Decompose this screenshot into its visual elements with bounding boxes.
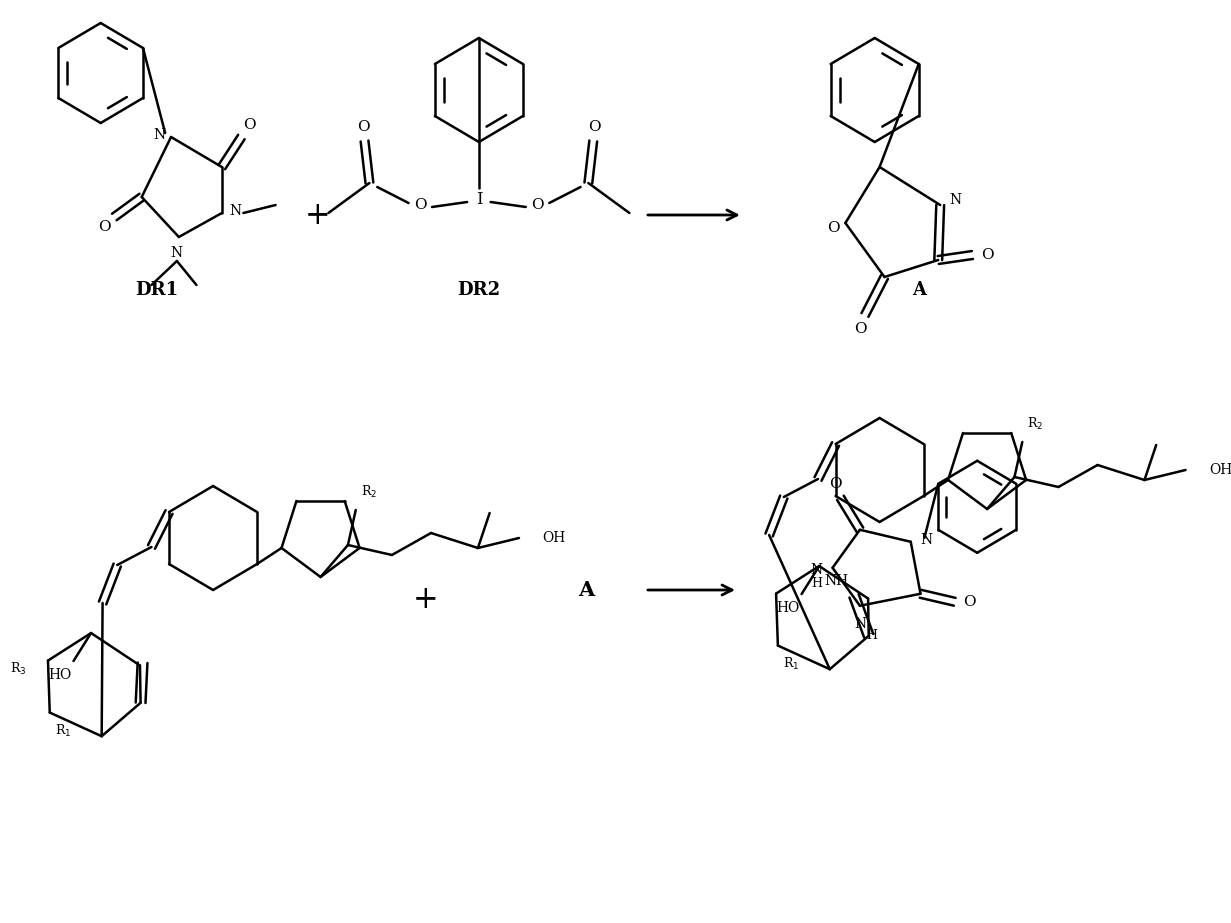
Text: R$_2$: R$_2$ — [1027, 416, 1044, 432]
Text: +: + — [412, 584, 438, 616]
Text: O: O — [588, 120, 601, 134]
Text: O: O — [532, 198, 544, 212]
Text: N: N — [921, 533, 932, 546]
Text: N: N — [153, 128, 165, 142]
Text: R$_3$: R$_3$ — [10, 661, 27, 677]
Text: O: O — [963, 594, 976, 609]
Text: O: O — [414, 198, 427, 212]
Text: O: O — [827, 221, 840, 235]
Text: H: H — [867, 629, 878, 642]
Text: O: O — [981, 248, 993, 262]
Text: N: N — [811, 563, 824, 577]
Text: HO: HO — [48, 668, 71, 682]
Text: O: O — [357, 120, 369, 134]
Text: N: N — [171, 246, 183, 260]
Text: OH: OH — [1209, 463, 1231, 477]
Text: R$_1$: R$_1$ — [783, 655, 799, 672]
Text: N: N — [950, 193, 961, 207]
Text: O: O — [854, 322, 867, 336]
Text: R$_2$: R$_2$ — [361, 484, 377, 500]
Text: O: O — [830, 477, 842, 491]
Text: OH: OH — [543, 531, 566, 545]
Text: DR2: DR2 — [458, 281, 501, 299]
Text: R$_1$: R$_1$ — [54, 723, 71, 738]
Text: A: A — [579, 580, 595, 600]
Text: +: + — [305, 199, 330, 231]
Text: H: H — [811, 577, 822, 591]
Text: DR1: DR1 — [135, 281, 178, 299]
Text: NH: NH — [825, 574, 848, 588]
Text: HO: HO — [777, 601, 800, 615]
Text: N: N — [854, 617, 865, 630]
Text: O: O — [243, 118, 256, 132]
Text: I: I — [475, 191, 483, 209]
Text: A: A — [912, 281, 926, 299]
Text: O: O — [98, 220, 111, 234]
Text: N: N — [229, 204, 241, 218]
